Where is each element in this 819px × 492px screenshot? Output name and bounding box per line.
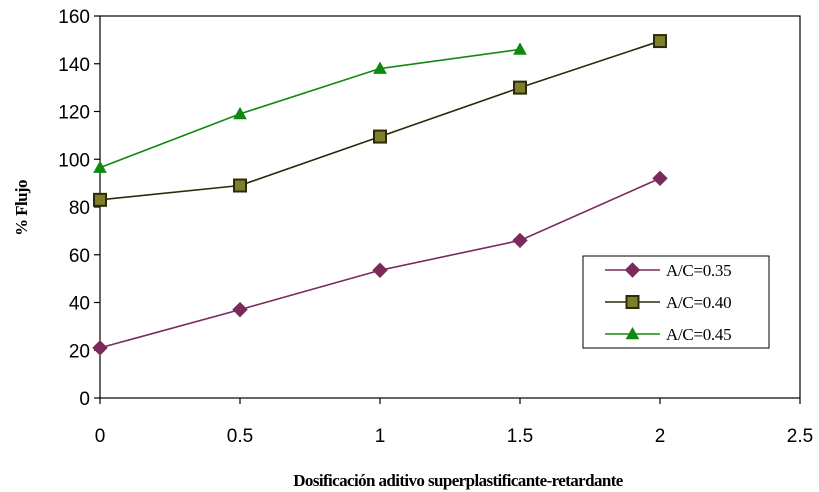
data-point: [233, 178, 247, 193]
legend-item: A/C=0.35: [605, 261, 732, 280]
legend-items: A/C=0.35 A/C=0.40 A/C=0.45: [605, 261, 732, 344]
x-tick-label: 0: [95, 426, 106, 447]
data-point: [373, 61, 387, 74]
data-point: [373, 129, 387, 144]
legend-label: A/C=0.45: [666, 325, 731, 344]
x-tick-label: 1: [375, 426, 386, 447]
data-point: [512, 232, 528, 249]
series-1: [92, 170, 668, 356]
data-point: [653, 34, 667, 49]
y-tick-label: 100: [58, 150, 90, 171]
legend-marker: [624, 262, 641, 278]
series-layer: [92, 34, 668, 356]
data-point: [92, 340, 108, 356]
x-tick-label: 2: [655, 426, 666, 447]
axes: [94, 15, 801, 404]
y-tick-label: 60: [69, 246, 90, 267]
data-point: [513, 80, 527, 95]
legend: A/C=0.35 A/C=0.40 A/C=0.45: [582, 255, 770, 349]
legend-marker: [625, 326, 640, 340]
legend-label: A/C=0.40: [666, 293, 731, 312]
x-axis-title: Dosificación aditivo superplastificante-…: [293, 471, 624, 490]
y-tick-label: 140: [58, 55, 90, 76]
x-tick-labels: 0 0.5 1 1.5 2 2.5: [95, 426, 814, 447]
legend-marker: [625, 295, 640, 309]
series-line: [99, 48, 521, 169]
legend-item: A/C=0.45: [605, 325, 732, 344]
y-axis-title: % Flujo: [12, 180, 31, 236]
y-tick-label: 160: [58, 7, 90, 28]
series-2: [93, 34, 667, 207]
series-3: [93, 42, 527, 173]
x-tick-label: 0.5: [227, 426, 253, 447]
data-point: [513, 42, 527, 55]
y-tick-label: 120: [58, 103, 90, 124]
y-tick-label: 40: [69, 294, 90, 315]
y-tick-label: 20: [69, 341, 90, 362]
data-point: [652, 170, 668, 187]
data-point: [233, 106, 247, 120]
y-tick-labels: 0 20 40 60 80 100 120 140 160: [58, 7, 90, 410]
data-point: [232, 301, 248, 318]
legend-label: A/C=0.35: [666, 261, 731, 280]
y-tick-label: 80: [69, 198, 90, 219]
x-tick-label: 1.5: [507, 426, 533, 447]
data-point: [93, 192, 107, 207]
data-point: [372, 262, 388, 278]
legend-box: [582, 255, 770, 349]
x-tick-label: 2.5: [787, 426, 813, 447]
data-point: [93, 160, 107, 173]
legend-item: A/C=0.40: [605, 293, 732, 312]
y-tick-label: 0: [79, 389, 90, 410]
